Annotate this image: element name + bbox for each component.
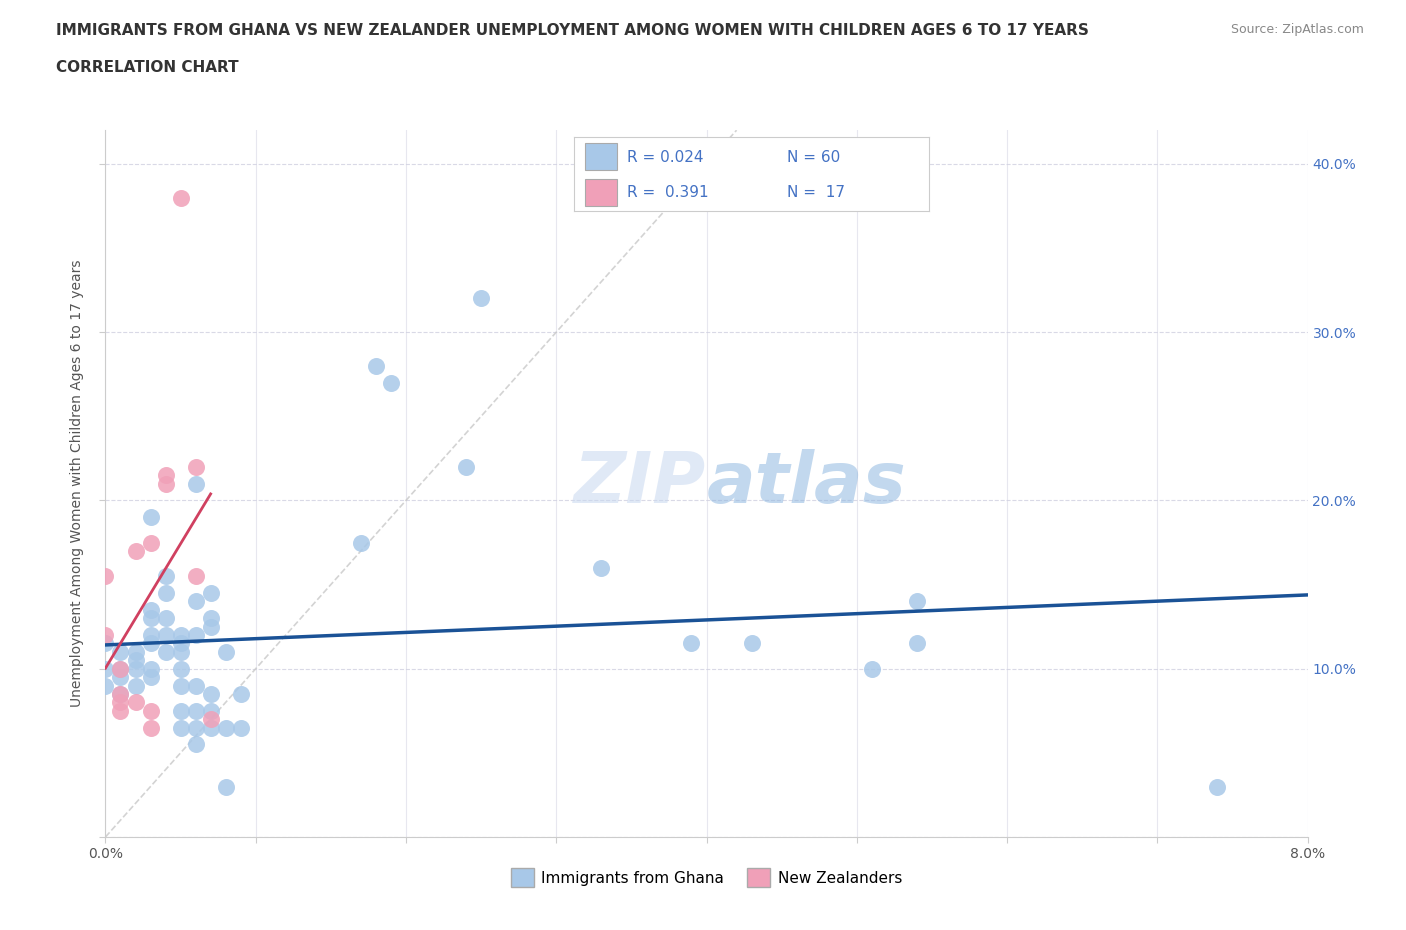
Point <box>470 291 492 306</box>
Point <box>229 686 252 701</box>
Point <box>155 628 177 643</box>
Point <box>184 678 207 693</box>
Point <box>110 686 132 701</box>
Point <box>214 644 236 659</box>
Point <box>124 695 146 710</box>
Point <box>155 468 177 483</box>
Point <box>364 358 387 373</box>
Point <box>860 661 883 676</box>
Point <box>169 703 191 718</box>
Point <box>94 628 117 643</box>
Point <box>155 611 177 626</box>
Point <box>155 476 177 491</box>
Point <box>110 661 132 676</box>
Point <box>184 594 207 609</box>
Point <box>591 560 613 575</box>
Point <box>380 375 402 390</box>
Point <box>905 636 928 651</box>
Point <box>169 628 191 643</box>
Point <box>94 661 117 676</box>
Point <box>1206 779 1229 794</box>
Text: CORRELATION CHART: CORRELATION CHART <box>56 60 239 75</box>
Point <box>200 619 222 634</box>
Point <box>124 661 146 676</box>
Point <box>681 636 703 651</box>
Point <box>169 720 191 735</box>
Point <box>169 661 191 676</box>
Point <box>229 720 252 735</box>
Point <box>200 711 222 726</box>
Point <box>454 459 477 474</box>
Point <box>110 703 132 718</box>
Point <box>169 644 191 659</box>
Point <box>350 535 373 550</box>
Point <box>139 636 162 651</box>
Point <box>169 636 191 651</box>
Point <box>214 720 236 735</box>
Point <box>155 586 177 601</box>
Point <box>94 636 117 651</box>
Point <box>139 603 162 618</box>
Point <box>155 644 177 659</box>
Point <box>184 459 207 474</box>
Point <box>139 703 162 718</box>
Text: atlas: atlas <box>707 449 907 518</box>
Point <box>139 661 162 676</box>
Point <box>200 703 222 718</box>
Point <box>184 703 207 718</box>
Point <box>139 670 162 684</box>
Text: Source: ZipAtlas.com: Source: ZipAtlas.com <box>1230 23 1364 36</box>
Point <box>139 611 162 626</box>
Point <box>184 737 207 751</box>
Point <box>110 695 132 710</box>
Point <box>124 678 146 693</box>
Point <box>200 586 222 601</box>
Point <box>905 594 928 609</box>
Point <box>741 636 763 651</box>
Point <box>94 678 117 693</box>
Point <box>139 628 162 643</box>
Point <box>94 569 117 584</box>
Y-axis label: Unemployment Among Women with Children Ages 6 to 17 years: Unemployment Among Women with Children A… <box>70 259 84 708</box>
Point <box>124 543 146 558</box>
Point <box>214 779 236 794</box>
Point <box>110 670 132 684</box>
Point <box>110 686 132 701</box>
Point <box>110 644 132 659</box>
Point <box>169 190 191 205</box>
Point <box>200 720 222 735</box>
Point <box>184 476 207 491</box>
Point <box>184 720 207 735</box>
Point <box>184 569 207 584</box>
Point <box>124 653 146 668</box>
Text: ZIP: ZIP <box>574 449 707 518</box>
Point <box>139 720 162 735</box>
Point <box>155 569 177 584</box>
Point <box>139 535 162 550</box>
Text: IMMIGRANTS FROM GHANA VS NEW ZEALANDER UNEMPLOYMENT AMONG WOMEN WITH CHILDREN AG: IMMIGRANTS FROM GHANA VS NEW ZEALANDER U… <box>56 23 1090 38</box>
Point <box>184 628 207 643</box>
Point <box>200 686 222 701</box>
Legend: Immigrants from Ghana, New Zealanders: Immigrants from Ghana, New Zealanders <box>505 862 908 893</box>
Point <box>169 678 191 693</box>
Point <box>110 661 132 676</box>
Point <box>200 611 222 626</box>
Point <box>124 644 146 659</box>
Point <box>139 510 162 525</box>
